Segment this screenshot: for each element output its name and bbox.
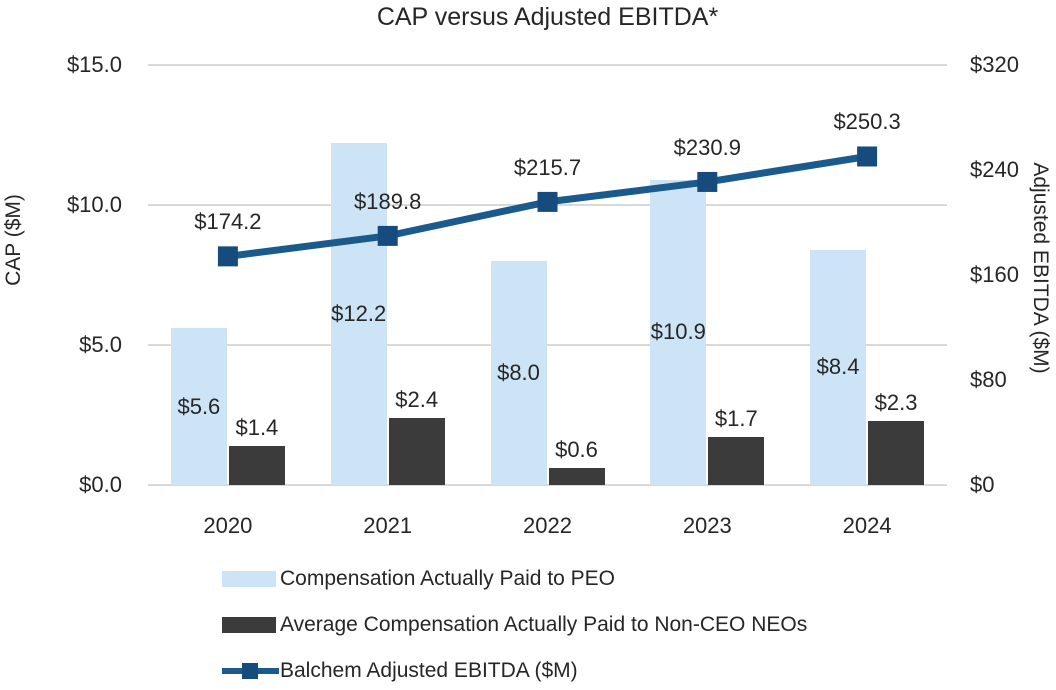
right-axis-tick-label: $80 [970, 367, 1007, 392]
left-axis-tick-label: $10.0 [66, 192, 122, 217]
peo-bar-label: $8.0 [497, 360, 540, 385]
ebitda-marker [217, 246, 238, 267]
legend-label-neo: Average Compensation Actually Paid to No… [280, 613, 808, 636]
legend-item-neo: Average Compensation Actually Paid to No… [222, 613, 807, 637]
left-axis-tick-label: $15.0 [66, 52, 122, 77]
neo-bar-label: $1.7 [714, 406, 758, 432]
legend-item-ebitda: Balchem Adjusted EBITDA ($M) [222, 659, 807, 683]
peo-bar-label: $12.2 [331, 301, 387, 327]
category-label: 2024 [842, 513, 892, 538]
gridline [148, 64, 947, 66]
peo-bar-label: $5.6 [177, 393, 221, 419]
legend: Compensation Actually Paid to PEO Averag… [222, 567, 807, 690]
right-axis-tick-label: $240 [970, 157, 1019, 182]
peo-bar-label: $10.9 [650, 319, 706, 345]
gridline [148, 204, 947, 206]
legend-label-ebitda: Balchem Adjusted EBITDA ($M) [280, 659, 578, 682]
right-axis-tick-label: $320 [970, 52, 1019, 77]
left-axis-tick-label: $0.0 [79, 472, 122, 497]
gridline [148, 344, 947, 346]
left-axis-tick-label: $5.0 [79, 332, 122, 357]
neo-bar-label: $2.3 [874, 389, 918, 415]
peo-bar-label: $8.4 [816, 354, 860, 380]
peo-bar [810, 249, 867, 485]
neo-bar [548, 468, 605, 485]
peo-bar [490, 261, 547, 485]
neo-bar-swatch-icon [222, 617, 276, 633]
right-axis-tick-label: $0 [970, 472, 995, 497]
ebitda-marker [537, 191, 558, 212]
category-label: 2020 [203, 513, 253, 538]
category-label: 2022 [523, 513, 572, 538]
neo-bar [388, 417, 445, 485]
line-marker-swatch-icon [222, 661, 279, 681]
ebitda-point-label: $174.2 [194, 209, 262, 235]
legend-label-peo: Compensation Actually Paid to PEO [280, 567, 616, 590]
neo-bar-label: $2.4 [395, 386, 439, 412]
neo-bar-label: $1.4 [235, 414, 279, 440]
category-label: 2021 [363, 513, 413, 538]
peo-bar [170, 328, 227, 485]
ebitda-point-label: $250.3 [833, 109, 901, 135]
neo-bar [868, 420, 925, 485]
chart-title: CAP versus Adjusted EBITDA* [376, 3, 719, 31]
ebitda-point-label: $189.8 [354, 188, 422, 214]
peo-bar-swatch-icon [222, 571, 276, 587]
neo-bar [228, 445, 285, 485]
ebitda-point-label: $230.9 [673, 134, 741, 160]
category-label: 2023 [682, 513, 732, 538]
legend-item-peo: Compensation Actually Paid to PEO [222, 567, 807, 591]
neo-bar [708, 437, 765, 485]
ebitda-marker [857, 146, 878, 167]
right-axis-tick-label: $160 [970, 262, 1019, 287]
gridline [148, 484, 947, 486]
ebitda-point-label: $215.7 [513, 154, 582, 180]
neo-bar-label: $0.6 [555, 437, 598, 463]
